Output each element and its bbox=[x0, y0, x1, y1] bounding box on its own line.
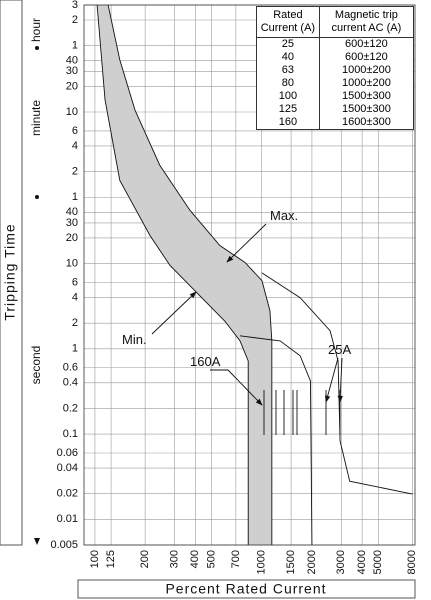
x-tick-label: 125 bbox=[105, 550, 117, 568]
annotation-arrows bbox=[151, 223, 343, 406]
table-cell: 100 bbox=[256, 90, 320, 103]
xlabel-box bbox=[77, 579, 416, 599]
plot-frame bbox=[83, 4, 416, 546]
trip-table: Rated Current (A) Magnetic trip current … bbox=[256, 6, 414, 130]
table-cell: 63 bbox=[256, 64, 320, 77]
curve bbox=[96, 4, 249, 545]
table-row: 63 1000±200 bbox=[256, 64, 414, 77]
annotation: 160A bbox=[190, 354, 221, 369]
y-tick-label: 0.06 bbox=[57, 447, 78, 459]
y-tick-label: 0.01 bbox=[57, 513, 78, 525]
annotation: 25A bbox=[328, 342, 351, 357]
table-row: 125 1500±300 bbox=[256, 103, 414, 116]
y-tick-label: 40 bbox=[66, 55, 78, 67]
table-row: 80 1000±200 bbox=[256, 77, 414, 90]
table-cell: 600±120 bbox=[318, 51, 414, 64]
unit-label: second bbox=[29, 346, 43, 385]
table-cell: 125 bbox=[256, 103, 320, 116]
ylabel-box bbox=[0, 0, 23, 546]
y-tick-label: 4 bbox=[72, 140, 78, 152]
y-tick-label: 4 bbox=[72, 291, 78, 303]
x-tick-label: 4000 bbox=[356, 550, 368, 574]
table-cell: 80 bbox=[256, 77, 320, 90]
table-cell: 600±120 bbox=[318, 37, 414, 51]
table-cell: 160 bbox=[256, 116, 320, 130]
unit-divider bbox=[35, 195, 39, 199]
table-row: 100 1500±300 bbox=[256, 90, 414, 103]
band-fill bbox=[97, 5, 272, 545]
x-tick-label: 200 bbox=[139, 550, 151, 568]
y-tick-label: 30 bbox=[66, 65, 78, 77]
table-cell: 40 bbox=[256, 51, 320, 64]
y-tick-label: 0.005 bbox=[50, 539, 78, 551]
y-tick-label: 20 bbox=[66, 232, 78, 244]
y-tick-label: 0.6 bbox=[63, 362, 78, 374]
y-tick-label: 0.2 bbox=[63, 402, 78, 414]
y-tick-label: 6 bbox=[72, 276, 78, 288]
y-tick-label: 2 bbox=[72, 166, 78, 178]
y-tick-label: 0.02 bbox=[57, 488, 78, 500]
y-tick-label: 3 bbox=[72, 0, 78, 11]
table-row: 160 1600±300 bbox=[256, 116, 414, 130]
table-cell: 1500±300 bbox=[318, 90, 414, 103]
annotation: Min. bbox=[122, 332, 147, 347]
y-tick-label: 0.04 bbox=[57, 462, 78, 474]
y-tick-label: 30 bbox=[66, 217, 78, 229]
unit-arrow bbox=[34, 538, 40, 545]
x-tick-label: 8000 bbox=[406, 550, 418, 574]
y-axis-title: Tripping Time bbox=[2, 223, 18, 320]
curve bbox=[261, 272, 413, 495]
x-tick-label: 1500 bbox=[285, 550, 297, 574]
table-cell: 1000±200 bbox=[318, 64, 414, 77]
x-tick-label: 400 bbox=[189, 550, 201, 568]
y-tick-label: 1 bbox=[72, 343, 78, 355]
y-tick-label: 1 bbox=[72, 191, 78, 203]
unit-divider bbox=[35, 46, 39, 50]
table-header: Rated Current (A) bbox=[256, 6, 320, 38]
table-row: 25 600±120 bbox=[256, 37, 414, 51]
unit-label: hour bbox=[29, 18, 43, 42]
x-tick-label: 300 bbox=[168, 550, 180, 568]
y-tick-label: 20 bbox=[66, 80, 78, 92]
table-cell: 1500±300 bbox=[318, 103, 414, 116]
table-cell: 1000±200 bbox=[318, 77, 414, 90]
x-tick-label: 1000 bbox=[256, 550, 268, 574]
x-tick-label: 2000 bbox=[306, 550, 318, 574]
y-tick-label: 10 bbox=[66, 257, 78, 269]
x-axis-title: Percent Rated Current bbox=[165, 581, 326, 597]
x-tick-label: 700 bbox=[230, 550, 242, 568]
curve bbox=[107, 4, 273, 545]
table-cell: 25 bbox=[256, 37, 320, 51]
y-tick-label: 2 bbox=[72, 14, 78, 26]
marks bbox=[96, 4, 413, 546]
trip-marks bbox=[263, 390, 341, 435]
table-row: 40 600±120 bbox=[256, 51, 414, 64]
y-tick-label: 0.1 bbox=[63, 428, 78, 440]
x-tick-label: 100 bbox=[89, 550, 101, 568]
y-tick-label: 40 bbox=[66, 206, 78, 218]
y-tick-label: 6 bbox=[72, 125, 78, 137]
x-tick-label: 5000 bbox=[372, 550, 384, 574]
x-tick-label: 500 bbox=[205, 550, 217, 568]
annotation: Max. bbox=[270, 208, 298, 223]
y-tick-label: 0.4 bbox=[63, 377, 78, 389]
table-header: Magnetic trip current AC (A) bbox=[318, 6, 414, 38]
x-tick-label: 3000 bbox=[335, 550, 347, 574]
table-cell: 1600±300 bbox=[318, 116, 414, 130]
unit-label: minute bbox=[29, 100, 43, 136]
curve bbox=[239, 335, 313, 546]
y-tick-label: 1 bbox=[72, 40, 78, 52]
y-tick-label: 2 bbox=[72, 317, 78, 329]
y-tick-label: 10 bbox=[66, 106, 78, 118]
